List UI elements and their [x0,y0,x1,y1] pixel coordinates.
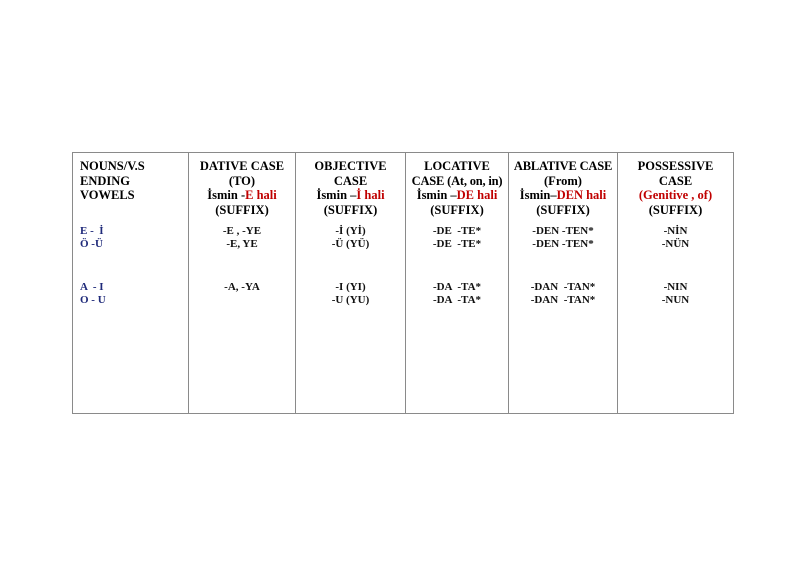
spacer [80,251,184,281]
data-line: -DA -TA* [432,281,482,293]
spacer [193,217,291,225]
data-line: -DE -TE* [432,225,482,237]
table-row: NOUNS/V.S ENDING VOWELS E - İ Ö -Ü A - I… [72,152,734,414]
data-line: A - I [80,280,104,293]
spacer [193,251,291,281]
column-possessive-case: POSSESSIVE CASE (Genitive , of) (SUFFIX)… [617,152,734,414]
spacer [622,217,729,225]
spacer [80,203,184,225]
header-line: (From) [544,173,582,188]
cell-content-dative: DATIVE CASE (TO) İsmin -E hali (SUFFIX) … [189,153,295,413]
data-line: -E , -YE [222,225,262,237]
header-line: (SUFFIX) [215,202,269,217]
data-line: E - İ [80,224,104,237]
cell-content-objective: OBJECTIVE CASE İsmin –İ hali (SUFFIX) -İ… [296,153,405,413]
header-line: CASE [333,173,368,188]
header-prefix: İsmin– [519,188,557,202]
data-line: -DEN -TEN* [532,225,594,237]
data-line: -DAN -TAN* [530,281,596,293]
data-line: -DEN -TEN* [532,238,594,250]
cell-content-locative: LOCATIVE CASE (At, on, in) İsmin –DE hal… [406,153,508,413]
header-prefix: İsmin - [207,188,246,202]
data-line: -E, YE [226,238,258,250]
header-accent: DEN hali [556,188,607,202]
spacer [300,251,401,281]
turkish-case-suffix-table-wrapper: NOUNS/V.S ENDING VOWELS E - İ Ö -Ü A - I… [72,152,734,414]
header-accent: İ hali [356,188,385,202]
data-line: -NÜN [661,238,690,250]
header-line: (SUFFIX) [430,202,484,217]
data-line: -U (YU) [331,294,370,306]
column-ablative-case: ABLATIVE CASE (From) İsmin–DEN hali (SUF… [508,152,618,414]
header-accent: E hali [245,188,277,202]
header-line: (SUFFIX) [323,202,378,217]
header-line: VOWELS [80,188,135,202]
header-line: OBJECTIVE [314,159,387,173]
header-line: (TO) [228,173,256,188]
header-line: CASE (At, on, in) [411,173,503,188]
header-line-mixed: İsmin -E hali [193,188,291,203]
header-line-mixed: İsmin –İ hali [300,188,401,203]
header-line: DATIVE CASE [199,159,285,173]
header-line-mixed: İsmin –DE hali [410,188,504,203]
data-line: -Ü (YÜ) [331,238,370,250]
column-dative-case: DATIVE CASE (TO) İsmin -E hali (SUFFIX) … [188,152,296,414]
data-line: -NUN [661,294,690,306]
column-nouns-ending-vowels: NOUNS/V.S ENDING VOWELS E - İ Ö -Ü A - I… [72,152,189,414]
data-line: -DA -TA* [432,294,482,306]
header-line: POSSESSIVE [637,159,714,173]
spacer [513,217,613,225]
header-line: NOUNS/V.S [80,159,145,173]
header-line: CASE [658,173,693,188]
data-line: -DE -TE* [432,238,482,250]
header-prefix: İsmin – [416,188,457,202]
data-line: Ö -Ü [80,237,103,250]
data-line: -I (YI) [335,281,366,293]
spacer [410,251,504,281]
header-prefix: İsmin – [316,188,357,202]
header-line: LOCATIVE [424,159,490,173]
column-locative-case: LOCATIVE CASE (At, on, in) İsmin –DE hal… [405,152,509,414]
cell-content-ablative: ABLATIVE CASE (From) İsmin–DEN hali (SUF… [509,153,617,413]
spacer [410,217,504,225]
header-accent: DE hali [456,188,498,202]
cell-content-possessive: POSSESSIVE CASE (Genitive , of) (SUFFIX)… [618,153,733,413]
data-line: -NIN [663,281,688,293]
data-line: O - U [80,293,106,306]
spacer [622,251,729,281]
header-line-mixed: İsmin–DEN hali [513,188,613,203]
header-line: ENDING [80,173,131,188]
turkish-case-suffix-table: NOUNS/V.S ENDING VOWELS E - İ Ö -Ü A - I… [72,152,734,414]
column-objective-case: OBJECTIVE CASE İsmin –İ hali (SUFFIX) -İ… [295,152,406,414]
header-line-accent: (Genitive , of) [638,188,713,202]
cell-content-vowels: NOUNS/V.S ENDING VOWELS E - İ Ö -Ü A - I… [73,153,188,413]
header-line: (SUFFIX) [648,202,703,217]
spacer [513,251,613,281]
data-line: -NİN [663,225,688,237]
header-line: (SUFFIX) [536,202,590,217]
header-line: ABLATIVE CASE [513,159,613,173]
data-line: -İ (Yİ) [335,225,366,237]
spacer [300,217,401,225]
data-line: -DAN -TAN* [530,294,596,306]
data-line: -A, -YA [224,281,260,293]
